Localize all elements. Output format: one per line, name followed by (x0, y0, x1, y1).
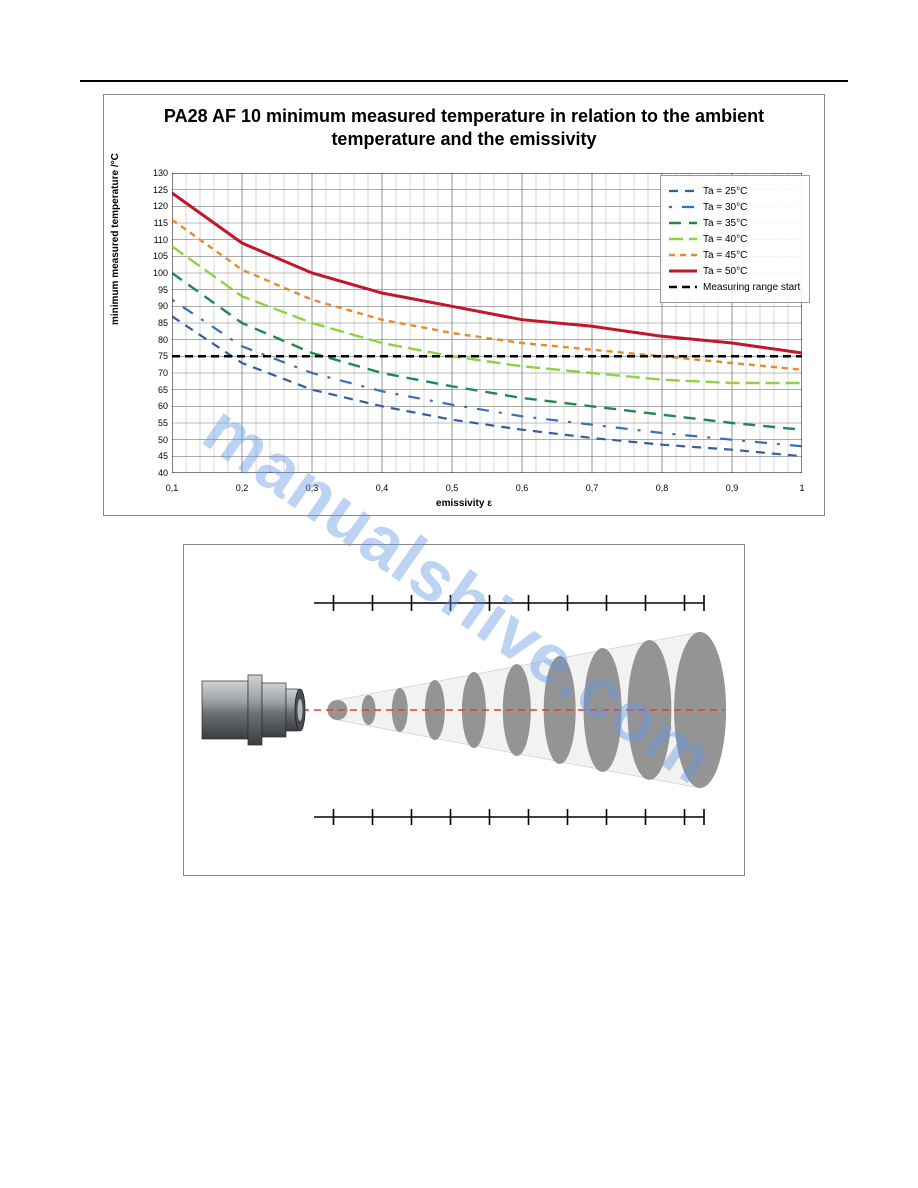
x-tick-label: 1 (799, 483, 804, 493)
chart-title: PA28 AF 10 minimum measured temperature … (154, 105, 774, 150)
y-tick-label: 50 (142, 435, 168, 445)
x-tick-label: 0,9 (726, 483, 739, 493)
chart-panel: PA28 AF 10 minimum measured temperature … (103, 94, 825, 516)
legend-entry: Ta = 25°C (669, 184, 801, 198)
y-tick-label: 60 (142, 401, 168, 411)
legend-swatch (669, 185, 697, 197)
y-tick-label: 80 (142, 335, 168, 345)
y-tick-label: 125 (142, 185, 168, 195)
y-tick-label: 90 (142, 301, 168, 311)
y-tick-label: 65 (142, 385, 168, 395)
diagram-svg (184, 545, 744, 875)
chart-x-axis-label: emissivity ε (104, 498, 824, 509)
x-tick-label: 0,4 (376, 483, 389, 493)
y-tick-label: 75 (142, 351, 168, 361)
y-tick-label: 55 (142, 418, 168, 428)
y-tick-label: 115 (142, 218, 168, 228)
legend-swatch (669, 249, 697, 261)
legend-label: Ta = 50°C (703, 266, 747, 277)
x-tick-label: 0,5 (446, 483, 459, 493)
y-tick-label: 100 (142, 268, 168, 278)
legend-label: Ta = 35°C (703, 218, 747, 229)
header-rule (80, 80, 848, 82)
page: PA28 AF 10 minimum measured temperature … (0, 0, 918, 1188)
legend-label: Measuring range start (703, 282, 800, 293)
y-tick-label: 110 (142, 235, 168, 245)
y-tick-label: 95 (142, 285, 168, 295)
y-tick-label: 105 (142, 251, 168, 261)
diagram-panel (183, 544, 745, 876)
legend-swatch (669, 233, 697, 245)
legend-entry: Measuring range start (669, 280, 801, 294)
sensor-lens-icon (202, 675, 305, 745)
y-tick-label: 85 (142, 318, 168, 328)
y-tick-label: 40 (142, 468, 168, 478)
x-tick-label: 0,1 (166, 483, 179, 493)
y-tick-label: 130 (142, 168, 168, 178)
legend-label: Ta = 30°C (703, 202, 747, 213)
legend-entry: Ta = 45°C (669, 248, 801, 262)
legend-swatch (669, 281, 697, 293)
x-tick-label: 0,6 (516, 483, 529, 493)
y-tick-label: 120 (142, 201, 168, 211)
legend-label: Ta = 45°C (703, 250, 747, 261)
x-tick-label: 0,3 (306, 483, 319, 493)
x-tick-label: 0,2 (236, 483, 249, 493)
legend-entry: Ta = 50°C (669, 264, 801, 278)
legend-entry: Ta = 40°C (669, 232, 801, 246)
legend-swatch (669, 201, 697, 213)
legend-label: Ta = 40°C (703, 234, 747, 245)
y-tick-label: 70 (142, 368, 168, 378)
legend-swatch (669, 217, 697, 229)
legend-swatch (669, 265, 697, 277)
chart-legend: Ta = 25°C Ta = 30°C Ta = 35°C Ta = 40°C Ta =… (660, 175, 810, 303)
y-tick-label: 45 (142, 451, 168, 461)
x-tick-label: 0,8 (656, 483, 669, 493)
legend-label: Ta = 25°C (703, 186, 747, 197)
x-tick-label: 0,7 (586, 483, 599, 493)
chart-y-axis-label: minimum measured temperature /°C (110, 153, 121, 325)
legend-entry: Ta = 35°C (669, 216, 801, 230)
legend-entry: Ta = 30°C (669, 200, 801, 214)
